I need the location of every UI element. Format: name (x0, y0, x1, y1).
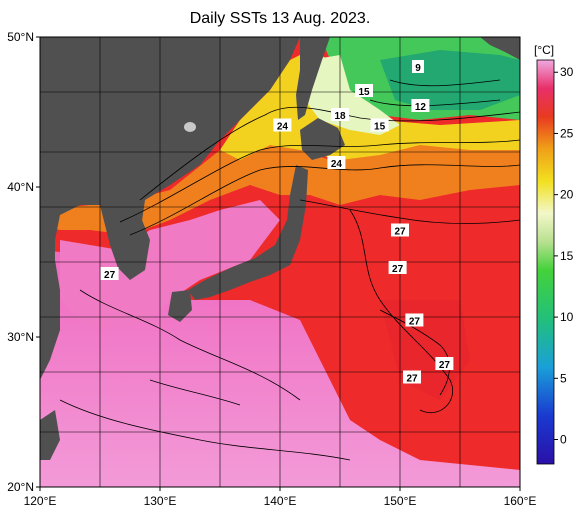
land-hokkaido (300, 118, 345, 160)
land-korea (100, 200, 150, 280)
contour-lines (59, 79, 520, 461)
contour-label: 27 (403, 370, 421, 385)
land-kyushu (168, 290, 192, 322)
contour-label-box (412, 60, 424, 73)
colorbar: [°C] 30 25 20 15 10 5 0 (534, 43, 574, 465)
colorbar-gradient (536, 59, 555, 465)
contour-label-box (405, 313, 424, 327)
lon-tick-label: 120°E (24, 494, 57, 508)
ocean-pale-region (305, 55, 400, 135)
colorbar-tick-label: 10 (560, 310, 574, 324)
ocean-pink-west (60, 200, 280, 330)
contour-label-text: 27 (392, 264, 404, 275)
contour-label-box (327, 156, 346, 169)
contour-label: 27 (391, 223, 409, 238)
colorbar-tick-label: 0 (560, 433, 567, 447)
map-title: Daily SSTs 13 Aug. 2023. (189, 10, 371, 27)
contour-label-box (100, 267, 119, 280)
contour-label-box (331, 108, 349, 121)
contour-label-text: 15 (374, 122, 386, 133)
colorbar-tick-label: 15 (560, 249, 574, 263)
contour-label-text: 24 (331, 159, 343, 170)
contour-label: 15 (370, 118, 389, 133)
colorbar-ticks: 30 25 20 15 10 5 0 (554, 65, 574, 447)
lon-tick-label: 130°E (144, 494, 177, 508)
land-sakhalin (296, 37, 330, 120)
land-asia (40, 37, 300, 380)
colorbar-tick-label: 5 (560, 371, 567, 385)
colorbar-unit: [°C] (534, 43, 554, 57)
contour-label-box (273, 118, 292, 132)
contour-label: 9 (412, 60, 424, 74)
lat-tick-label: 50°N (7, 30, 34, 44)
land-islet (184, 122, 196, 132)
contour-label-text: 27 (406, 374, 418, 385)
lon-tick-label: 160°E (504, 494, 537, 508)
contour-label-box (355, 84, 373, 97)
contour-label-text: 27 (394, 227, 406, 238)
land-honshu (188, 165, 308, 300)
contour-label-text: 18 (334, 111, 346, 122)
colorbar-tick-label: 25 (560, 126, 574, 140)
lon-tick-label: 140°E (264, 494, 297, 508)
graticule (40, 37, 520, 487)
contour-label: 27 (100, 267, 119, 281)
contour-label: 24 (273, 118, 292, 133)
contour-label: 27 (388, 261, 407, 275)
lat-tick-label: 20°N (7, 480, 34, 494)
contour-label-box (435, 357, 454, 370)
contour-label-box (388, 261, 407, 274)
ocean-yellow-band (220, 50, 520, 160)
contour-label-box (403, 370, 421, 384)
contour-label: 12 (411, 99, 430, 113)
colorbar-tick-label: 20 (560, 188, 574, 202)
latitude-axis: 50°N 40°N 30°N 20°N (7, 30, 40, 494)
contour-label-text: 27 (104, 270, 116, 281)
contour-label-box (411, 99, 430, 112)
contour-label: 18 (331, 108, 349, 122)
contour-label-box (391, 223, 409, 237)
land-taiwan (40, 410, 60, 460)
contour-label-text: 15 (358, 87, 370, 98)
contour-label-box (370, 118, 389, 132)
lon-tick-label: 150°E (384, 494, 417, 508)
longitude-axis: 120°E 130°E 140°E 150°E 160°E (24, 487, 537, 508)
land-kamchatka (480, 37, 520, 60)
contour-label: 15 (355, 84, 373, 98)
lat-tick-label: 40°N (7, 180, 34, 194)
contour-label-text: 9 (415, 63, 421, 74)
contour-label-text: 27 (439, 360, 451, 371)
map-area (40, 37, 520, 487)
contour-label-text: 27 (409, 317, 421, 328)
contour-label: 24 (327, 156, 346, 170)
contour-label: 27 (435, 357, 454, 371)
contour-label-text: 24 (277, 122, 289, 133)
lat-tick-label: 30°N (7, 330, 34, 344)
colorbar-tick-label: 30 (560, 65, 574, 79)
contour-label-text: 12 (415, 102, 427, 113)
contour-label: 27 (405, 313, 424, 328)
contour-label-layer: 9 15 12 18 15 24 24 27 27 27 27 27 27 (100, 60, 454, 385)
